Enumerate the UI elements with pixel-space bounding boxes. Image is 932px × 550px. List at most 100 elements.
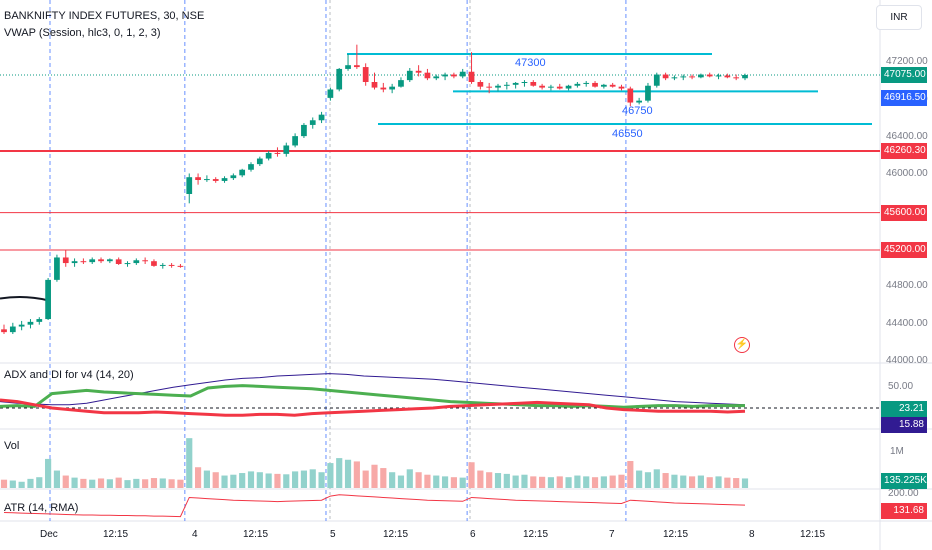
time-axis-label: Dec [40, 529, 58, 540]
candle-body [548, 86, 554, 88]
volume-bar [239, 473, 246, 488]
volume-bar [212, 472, 219, 488]
candle-body [327, 89, 334, 98]
candle-body [503, 84, 510, 86]
volume-pane-label[interactable]: Vol [4, 440, 20, 452]
candle-body [459, 71, 466, 77]
price-axis-label: 47200.00 [886, 56, 928, 68]
di-minus-line [0, 398, 746, 417]
volume-bar [27, 478, 34, 488]
candle-body [89, 259, 96, 263]
candle-body [124, 263, 131, 265]
candle-body [671, 77, 678, 79]
volume-bar [265, 473, 272, 488]
volume-bar [80, 478, 87, 488]
candle-body [362, 67, 369, 82]
volume-bar [194, 467, 202, 488]
candle-body [715, 75, 722, 77]
volume-bar [583, 476, 590, 488]
volume-bar [406, 469, 413, 488]
volume-bar [547, 477, 555, 488]
volume-bar [353, 461, 360, 488]
candle-body [62, 257, 69, 264]
candle-body [583, 82, 590, 84]
candle-body [106, 259, 113, 262]
candle-body [468, 71, 475, 82]
atr-pane-label[interactable]: ATR (14, RMA) [4, 502, 79, 514]
volume-bar [283, 474, 290, 488]
volume-bar [9, 480, 16, 488]
candle-body [1, 329, 7, 333]
time-axis-label: 5 [330, 529, 336, 540]
volume-bar [512, 475, 519, 488]
candle-body [274, 152, 281, 154]
lightning-icon[interactable]: ⚡ [734, 337, 750, 353]
volume-bar [441, 476, 449, 488]
volume-bar [168, 479, 175, 488]
level-annotation: 46550 [612, 128, 643, 140]
volume-bar [318, 472, 325, 488]
price-axis-label: 46400.00 [886, 131, 928, 142]
volume-axis-label: 1M [890, 446, 904, 457]
volume-bar [142, 479, 149, 488]
price-tag: 47075.00 [881, 67, 927, 83]
candle-body [248, 164, 254, 170]
time-axis-label: 8 [749, 529, 755, 540]
volume-bar [362, 470, 369, 488]
candle-body [301, 124, 307, 137]
atr-axis-label: 200.00 [888, 488, 919, 499]
volume-bar [494, 473, 502, 488]
time-axis-label: 7 [609, 529, 615, 540]
candle-body [283, 145, 290, 154]
candle-body [433, 76, 440, 79]
price-tag: 46916.50 [881, 89, 927, 106]
volume-bar [177, 479, 184, 488]
volume-bar [309, 469, 316, 488]
time-axis-label: 12:15 [103, 529, 129, 540]
level-annotation: 46750 [622, 105, 653, 118]
volume-bar [203, 470, 210, 488]
candle-body [292, 136, 298, 146]
price-axis-label: 44400.00 [886, 317, 928, 329]
candle-body [177, 265, 184, 267]
candle-body [256, 158, 263, 165]
adx-pane-label[interactable]: ADX and DI for v4 (14, 20) [4, 369, 134, 381]
volume-bar [574, 475, 581, 488]
level-annotation: 47300 [515, 57, 546, 69]
candle-body [442, 74, 448, 77]
candle-body [142, 260, 149, 262]
vwap-indicator-label[interactable]: VWAP (Session, hlc3, 0, 1, 2, 3) [4, 27, 161, 39]
candle-body [204, 179, 210, 181]
currency-button[interactable]: INR [876, 5, 922, 30]
volume-bar [115, 477, 122, 488]
candle-body [265, 152, 272, 159]
candle-body [733, 77, 740, 79]
candle-body [27, 321, 34, 325]
time-axis-label: 6 [470, 529, 476, 540]
candle-body [186, 177, 193, 194]
volume-bar [344, 459, 352, 488]
volume-bar [450, 477, 457, 488]
candle-body [574, 83, 581, 86]
volume-bar [45, 458, 52, 488]
volume-bar [618, 474, 625, 488]
volume-bar [124, 480, 131, 488]
candle-body [309, 120, 316, 125]
candle-body [80, 261, 87, 263]
candle-body [151, 261, 157, 266]
volume-bar [230, 474, 237, 488]
candle-body [9, 326, 16, 333]
adx-plus-tag: 23.21 [881, 401, 927, 417]
volume-bar [591, 477, 599, 488]
candle-body [451, 74, 457, 77]
candle-body [168, 264, 175, 266]
candle-body [477, 82, 484, 87]
candle-body [680, 76, 687, 78]
candle-body [530, 82, 537, 86]
volume-bar [433, 475, 440, 488]
candle-body [318, 114, 325, 121]
volume-bar [71, 477, 78, 488]
candle-body [239, 169, 246, 176]
candle-body [336, 68, 343, 90]
